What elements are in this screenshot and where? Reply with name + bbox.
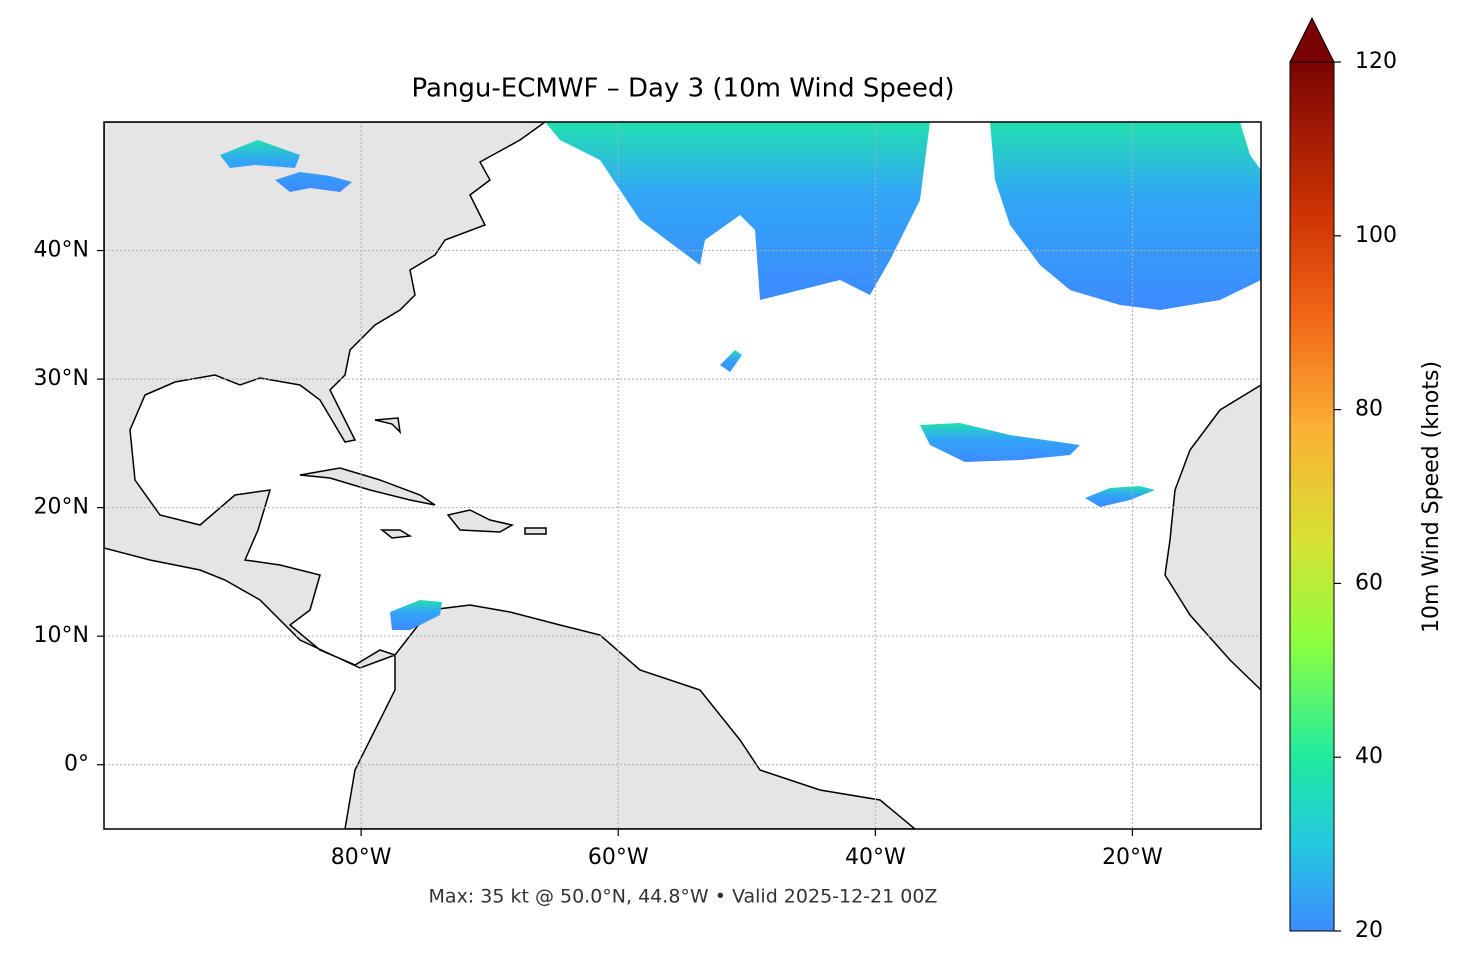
x-tick-label: 80°W [331, 845, 392, 870]
puerto-rico [524, 527, 547, 535]
colorbar-tick-label: 80 [1355, 397, 1383, 422]
y-tick-label: 40°N [34, 238, 89, 263]
wind-field [220, 140, 352, 192]
colorbar-tick-label: 120 [1355, 49, 1397, 74]
colorbar-tick-label: 60 [1355, 570, 1383, 595]
wind-field [720, 350, 742, 372]
colorbar-frame [1289, 61, 1335, 932]
wind-field [990, 122, 1261, 310]
colorbar [1290, 62, 1334, 931]
cuba [299, 467, 436, 506]
south-america [344, 604, 917, 829]
map-area [104, 122, 1261, 829]
wind-field [390, 600, 442, 630]
y-tick-label: 20°N [34, 495, 89, 520]
x-tick-label: 60°W [588, 845, 649, 870]
y-tick-label: 10°N [34, 623, 89, 648]
y-tick-label: 30°N [34, 366, 89, 391]
map-frame [103, 121, 1262, 830]
colorbar-extend [1289, 16, 1335, 63]
footnote: Max: 35 kt @ 50.0°N, 44.8°W • Valid 2025… [429, 886, 938, 908]
y-tick-label: 0° [64, 752, 89, 777]
wind-field [545, 122, 930, 300]
chart-title: Pangu-ECMWF – Day 3 (10m Wind Speed) [412, 74, 955, 104]
colorbar-tick-label: 20 [1355, 918, 1383, 943]
colorbar-label: 10m Wind Speed (knots) [1419, 361, 1444, 633]
grid [104, 122, 1261, 829]
wind-field [1085, 486, 1155, 507]
hispaniola [446, 509, 515, 533]
jamaica [379, 529, 413, 539]
north-america [104, 122, 547, 669]
bahamas [374, 417, 402, 435]
x-tick-label: 40°W [845, 845, 906, 870]
colorbar-tick-label: 40 [1355, 744, 1383, 769]
wind-field [920, 423, 1080, 462]
colorbar-tick-label: 100 [1355, 223, 1397, 248]
africa [1164, 384, 1261, 692]
x-tick-label: 20°W [1102, 845, 1163, 870]
